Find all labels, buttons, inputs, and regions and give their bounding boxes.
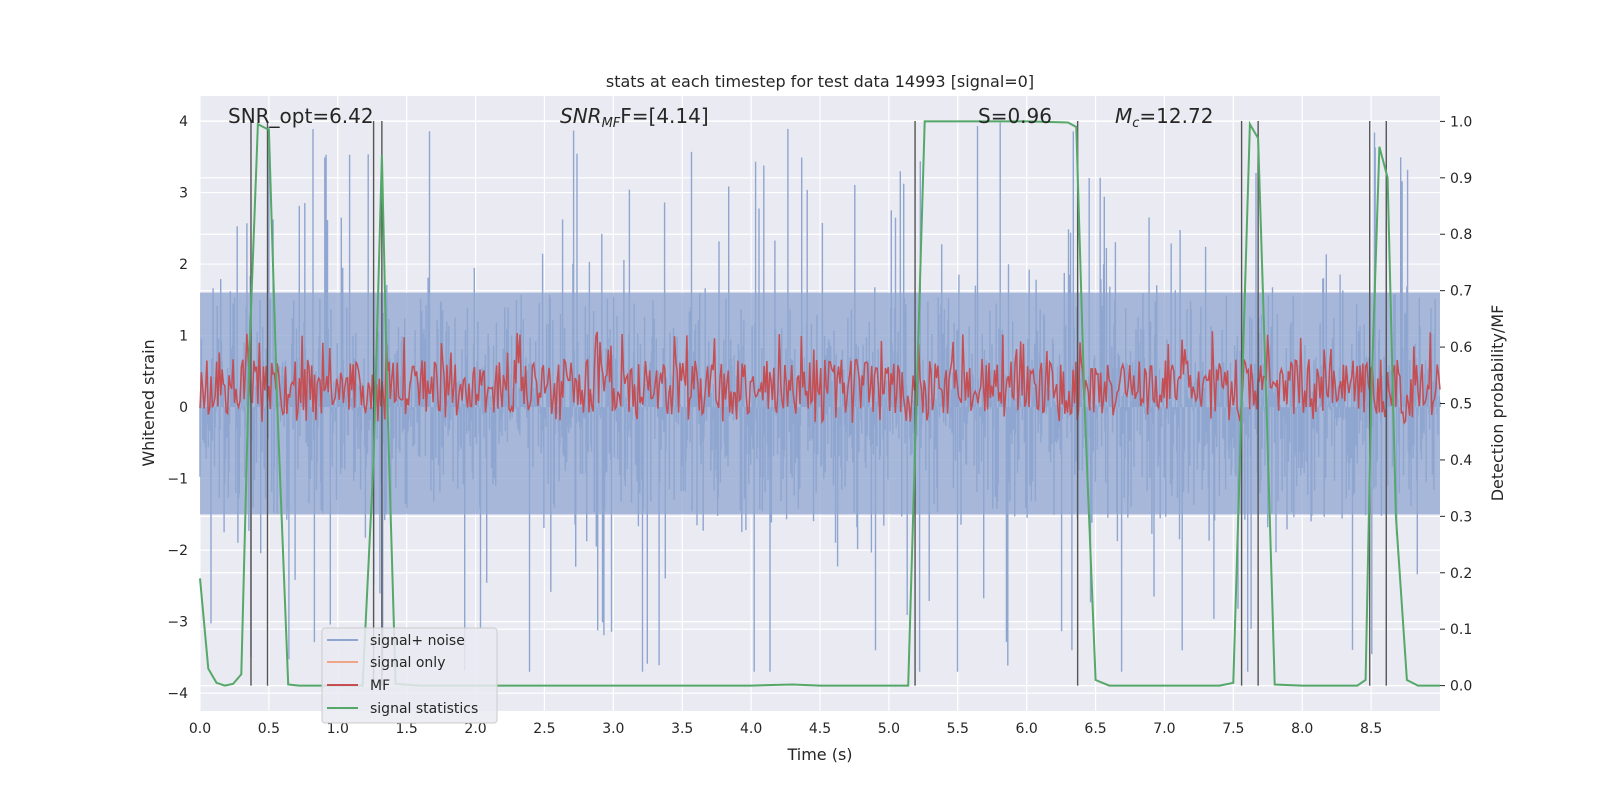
signal-statistics-line <box>199 120 1440 687</box>
vertical-markers <box>250 121 1387 686</box>
x-tick-label: 3.5 <box>671 721 693 737</box>
signal-statistics-series <box>199 120 1440 687</box>
y2-tick-label: 0.9 <box>1450 171 1472 187</box>
y-tick-label: −2 <box>167 543 188 559</box>
y2-tick-label: 0.6 <box>1450 340 1472 356</box>
annotation-mc-sub: c <box>1132 116 1139 131</box>
x-ticks: 0.0 0.5 1.0 1.5 2.0 2.5 3.0 3.5 4.0 4.5 5.0 5.5 6.0 6… <box>189 721 1382 737</box>
y2-tick-label: 0.4 <box>1450 453 1472 469</box>
y2-tick-label: 0.8 <box>1450 227 1472 243</box>
x-tick-label: 5.0 <box>878 721 900 737</box>
annotation-snr-mf-sym: SNR <box>560 104 602 128</box>
x-tick-label: 2.0 <box>464 721 486 737</box>
x-tick-label: 4.0 <box>740 721 762 737</box>
x-tick-label: 7.5 <box>1222 721 1244 737</box>
annotation-mc: Mc=12.72 <box>1115 104 1213 131</box>
y-tick-label: 3 <box>179 186 188 202</box>
legend: signal+ noise signal only MF signal stat… <box>321 627 498 724</box>
legend-label-signal-statistics: signal statistics <box>370 701 478 717</box>
y-tick-label: −3 <box>167 615 188 631</box>
legend-entry-signal-statistics: signal statistics <box>327 701 478 717</box>
y2-tick-label: 1.0 <box>1450 114 1472 130</box>
x-tick-label: 8.0 <box>1291 721 1313 737</box>
y-tick-label: 4 <box>179 114 188 130</box>
x-tick-label: 8.5 <box>1360 721 1382 737</box>
legend-entry-signal-noise: signal+ noise <box>327 633 465 649</box>
x-tick-label: 1.5 <box>396 721 418 737</box>
y2-axis-label: Detection probability/MF <box>1488 305 1507 502</box>
x-tick-label: 7.0 <box>1153 721 1175 737</box>
annotation-mc-rest: =12.72 <box>1139 104 1213 128</box>
y-tick-label: −1 <box>167 472 188 488</box>
x-tick-label: 0.5 <box>258 721 280 737</box>
x-tick-label: 4.5 <box>809 721 831 737</box>
y2-tick-label: 0.1 <box>1450 622 1472 638</box>
y-tick-label: 1 <box>179 329 188 345</box>
chart-title: stats at each timestep for test data 149… <box>606 72 1034 91</box>
legend-label-mf: MF <box>370 678 390 694</box>
x-tick-label: 6.0 <box>1016 721 1038 737</box>
annotation-snr-mf-rest: F=[4.14] <box>620 104 708 128</box>
mf-line <box>199 331 1441 425</box>
annotation-snr-mf-sub: MF <box>602 116 621 131</box>
y-tick-label: 0 <box>179 400 188 416</box>
x-tick-label: 5.5 <box>947 721 969 737</box>
x-axis-label: Time (s) <box>786 745 852 764</box>
legend-box <box>321 627 498 724</box>
y2-tick-label: 0.2 <box>1450 566 1472 582</box>
annotation-snr-mf: SNRMFF=[4.14] <box>560 104 709 131</box>
x-tick-label: 6.5 <box>1084 721 1106 737</box>
y2-ticks: 1.0 0.9 0.8 0.7 0.6 0.5 0.4 0.3 0.2 0.1 0.0 <box>1440 114 1472 695</box>
legend-entry-mf: MF <box>327 678 390 694</box>
y2-tick-label: 0.5 <box>1450 397 1472 413</box>
legend-label-signal-noise: signal+ noise <box>370 633 465 649</box>
annotation-mc-sym: M <box>1115 104 1132 128</box>
legend-entry-signal-only: signal only <box>327 655 445 671</box>
y-tick-label: 2 <box>179 257 188 273</box>
annotation-s-stat: S=0.96 <box>978 104 1052 128</box>
x-tick-label: 0.0 <box>189 721 211 737</box>
annotation-snr-opt: SNR_opt=6.42 <box>228 104 374 128</box>
y2-tick-label: 0.0 <box>1450 679 1472 695</box>
y-tick-label: −4 <box>167 686 188 702</box>
y2-tick-label: 0.3 <box>1450 509 1472 525</box>
x-tick-label: 3.0 <box>602 721 624 737</box>
y2-tick-label: 0.7 <box>1450 284 1472 300</box>
x-tick-label: 1.0 <box>327 721 349 737</box>
legend-label-signal-only: signal only <box>370 655 445 671</box>
y-axis-label: Whitened strain <box>139 339 158 466</box>
x-tick-label: 2.5 <box>533 721 555 737</box>
y-ticks: 4 3 2 1 0 −1 −2 −3 −4 <box>167 114 188 702</box>
mf-series <box>199 331 1441 425</box>
